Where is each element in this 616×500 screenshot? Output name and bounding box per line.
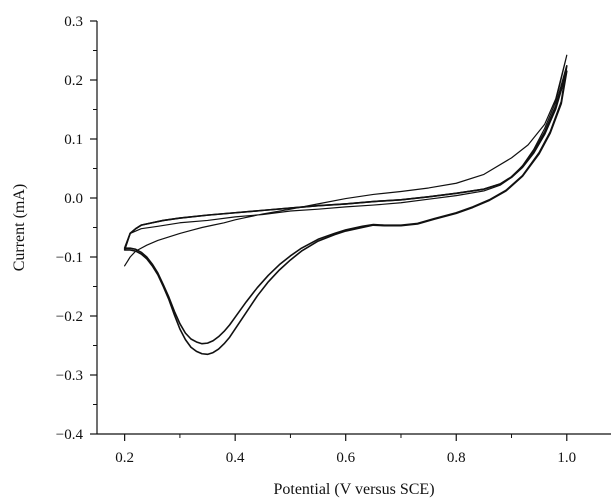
series-2-line [123, 70, 568, 356]
y-tick-label: −0.3 [56, 368, 83, 384]
x-axis-title: Potential (V versus SCE) [273, 481, 434, 498]
x-tick-label: 0.4 [226, 450, 245, 466]
labels: Potential (V versus SCE) Current (mA) [11, 184, 435, 498]
x-tick-label: 0.2 [115, 450, 134, 466]
y-tick-label: −0.4 [56, 427, 84, 443]
x-tick-label: 0.8 [447, 450, 466, 466]
y-tick-label: 0.0 [64, 191, 83, 207]
y-tick-label: 0.3 [64, 14, 83, 30]
y-tick-label: −0.2 [56, 309, 83, 325]
y-tick-label: 0.2 [64, 73, 83, 89]
y-tick-label: 0.1 [64, 132, 83, 148]
axes: 0.2 0.4 0.6 0.8 1.0 −0.4 −0.3 −0.2 −0.1 0.0 0.1 0.2… [56, 14, 611, 466]
x-tick-label: 1.0 [557, 450, 576, 466]
x-tick-label: 0.6 [336, 450, 355, 466]
series-1-line [124, 54, 568, 267]
y-tick-label: −0.1 [56, 250, 83, 266]
series-3-line [123, 65, 568, 345]
series-layer [123, 54, 568, 356]
y-axis-title: Current (mA) [11, 184, 28, 272]
